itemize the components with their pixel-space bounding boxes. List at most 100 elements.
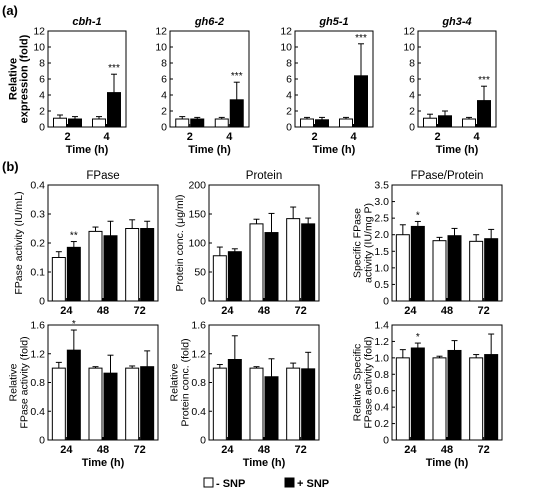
y-tick-label: 1.5: [374, 246, 389, 258]
x-tick-label: 4: [473, 131, 480, 143]
x-tick-label: 24: [221, 444, 234, 456]
bar-minus-snp-72: [125, 367, 140, 441]
y-tick-label: 8: [286, 58, 292, 70]
chart-8: 0 0.4 0.8 1.2 1.6 Relative FPase activity (fol…: [8, 319, 159, 469]
y-tick-label: 12: [280, 26, 292, 38]
bar-minus-snp-72: [286, 218, 301, 302]
x-tick-label: 48: [97, 305, 109, 317]
bar-plus-snp-72: [140, 366, 155, 441]
y-tick-label: 0.6: [374, 385, 389, 397]
y-tick-label: 2: [39, 106, 45, 118]
y-axis-label: FPase activity (fold): [19, 336, 31, 428]
bar-plus-snp-48: [103, 235, 118, 302]
y-axis-label: FPase activity (fold): [363, 336, 375, 428]
bar-minus-snp-48: [432, 357, 447, 441]
y-tick-label: 0.8: [191, 377, 206, 389]
y-tick-label: 200: [188, 180, 206, 192]
x-tick-label: 48: [97, 444, 109, 456]
y-tick-label: 1.4: [374, 320, 389, 332]
y-tick-label: 2: [161, 106, 167, 118]
y-tick-label: 150: [188, 209, 206, 221]
y-axis-label: FPase activity (IU/mL): [13, 191, 25, 294]
chart-7: FPase/Protein 0 0.5 1.0 1.5 2.0 2.5 3.0 3.5 Speci…: [352, 170, 503, 317]
y-tick-label: 2.0: [374, 229, 389, 241]
x-tick-label: 2: [64, 131, 70, 143]
bar-minus-snp-48: [249, 367, 264, 441]
y-axis-label: Specific FPase: [352, 208, 364, 278]
y-tick-label: 6: [161, 74, 167, 86]
y-tick-label: 1.0: [374, 352, 389, 364]
x-tick-label: 24: [404, 305, 417, 317]
y-axis-label: activity (IU/mg P): [363, 203, 375, 283]
chart-4: gh3-4 0 2 4 6 8 10 12 2 4 *** Time (h): [403, 16, 497, 156]
bar-plus-snp-4: [107, 92, 121, 128]
y-tick-label: 0: [39, 122, 45, 134]
x-tick-label: 48: [441, 305, 453, 317]
chart-title: gh3-4: [441, 16, 471, 28]
x-tick-label: 24: [60, 444, 73, 456]
y-tick-label: 0.2: [374, 418, 389, 430]
y-tick-label: 10: [33, 42, 45, 54]
x-tick-label: 24: [404, 444, 417, 456]
bar-plus-snp-48: [447, 235, 462, 302]
y-tick-label: 3.0: [374, 196, 389, 208]
x-tick-label: 4: [103, 131, 110, 143]
bar-plus-snp-24: [227, 359, 242, 441]
y-tick-label: 2: [409, 106, 415, 118]
y-tick-label: 0.4: [30, 180, 45, 192]
bar-plus-snp-2: [190, 118, 205, 128]
chart-10: 0 0.2 0.4 0.6 0.8 1.0 1.2 1.4 Relative Specific F…: [352, 320, 503, 469]
y-axis-label: Protein conc. (fold): [180, 338, 192, 426]
bar-minus-snp-48: [249, 223, 264, 302]
legend-swatch-plus-snp: [284, 477, 295, 488]
x-tick-label: 4: [350, 131, 357, 143]
y-tick-label: 1.6: [191, 320, 206, 332]
chart-3: gh5-1 0 2 4 6 8 10 12 2 4 *** Time (h): [280, 16, 374, 156]
y-tick-label: 0.1: [30, 267, 45, 279]
x-axis-label: Time (h): [243, 457, 286, 469]
x-tick-label: 72: [295, 444, 307, 456]
x-axis-label: Time (h): [82, 457, 125, 469]
bar-plus-snp-24: [227, 251, 242, 302]
bar-minus-snp-24: [395, 234, 410, 302]
bar-plus-snp-2: [438, 115, 452, 128]
legend: - SNP + SNP: [203, 477, 329, 490]
panel-b-label: (b): [2, 159, 19, 174]
chart-1: cbh-1 0 2 4 6 8 10 12 Relative expression (fold) 2…: [8, 16, 127, 156]
bar-plus-snp-4: [229, 99, 244, 128]
y-tick-label: 3.5: [374, 180, 389, 192]
bar-minus-snp-24: [51, 367, 66, 441]
bar-minus-snp-24: [395, 357, 410, 441]
y-tick-label: 0.4: [374, 402, 389, 414]
x-axis-label: Time (h): [66, 144, 109, 156]
y-tick-label: 0: [286, 122, 292, 134]
bar-plus-snp-4: [477, 100, 491, 128]
chart-9: 0 0.4 0.8 1.2 1.6 Relative Protein conc. (fold…: [169, 320, 320, 469]
bar-minus-snp-2: [300, 118, 314, 128]
y-tick-label: 8: [409, 58, 415, 70]
bar-minus-snp-72: [469, 240, 484, 302]
significance-marker: ***: [355, 33, 367, 44]
y-tick-label: 0.4: [30, 406, 45, 418]
bar-minus-snp-4: [462, 118, 476, 128]
y-axis-label: Protein conc. (μg/ml): [174, 194, 186, 291]
chart-2: gh6-2 0 2 4 6 8 10 12 2 4 *** Time (h): [155, 16, 250, 156]
bar-minus-snp-72: [286, 367, 301, 441]
legend-label-minus-snp: - SNP: [216, 478, 245, 490]
bar-minus-snp-2: [423, 117, 437, 128]
chart-5: FPase 0 0.1 0.2 0.3 0.4 FPase activity (IU/mL)…: [13, 170, 159, 317]
x-axis-label: Time (h): [436, 144, 479, 156]
y-tick-label: 0: [200, 296, 206, 308]
y-tick-label: 4: [409, 90, 415, 102]
y-tick-label: 0: [200, 435, 206, 447]
y-tick-label: 1.0: [374, 262, 389, 274]
chart-title: Protein: [246, 170, 282, 182]
significance-marker: **: [70, 231, 78, 242]
bar-plus-snp-4: [354, 75, 368, 128]
y-tick-label: 0.4: [191, 406, 206, 418]
bar-minus-snp-4: [214, 118, 229, 128]
bar-plus-snp-2: [68, 118, 82, 128]
